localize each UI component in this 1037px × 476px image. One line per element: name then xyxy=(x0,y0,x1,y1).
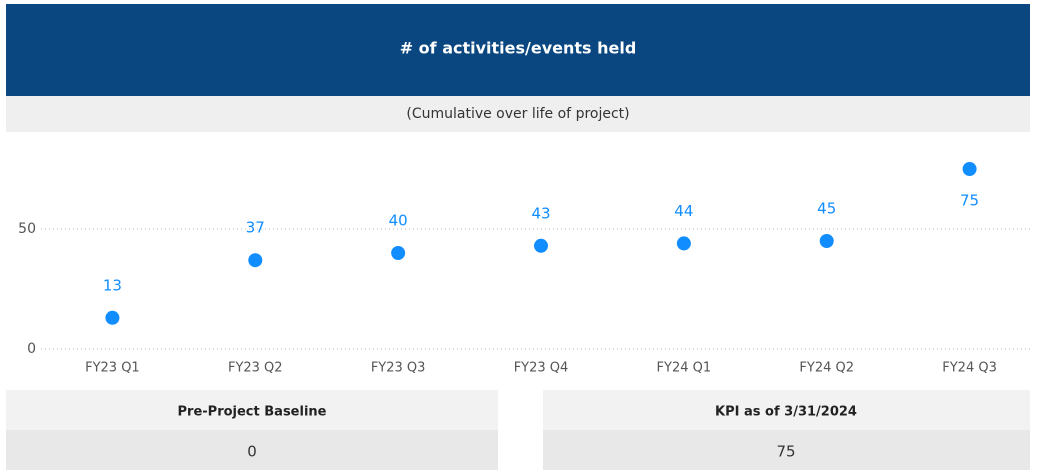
card-header xyxy=(6,390,498,430)
dot xyxy=(676,236,691,251)
data-label: 37 xyxy=(246,219,265,237)
card-title: KPI as of 3/31/2024 xyxy=(715,405,857,420)
header-band xyxy=(6,4,1030,96)
dot xyxy=(819,234,834,248)
card-value-band xyxy=(6,430,498,470)
card-value: 75 xyxy=(776,443,795,461)
x-tick-label: FY23 Q3 xyxy=(371,361,426,376)
dot xyxy=(248,253,263,268)
card-value: 0 xyxy=(247,443,257,461)
subtitle-band xyxy=(6,96,1030,132)
y-tick-label: 50 xyxy=(18,221,36,237)
x-tick-label: FY23 Q4 xyxy=(514,361,569,376)
data-label: 40 xyxy=(389,212,408,230)
data-label: 75 xyxy=(960,192,979,210)
card-value-band xyxy=(543,430,1030,470)
card-header xyxy=(543,390,1030,430)
data-label: 43 xyxy=(531,204,550,222)
y-tick-label: 0 xyxy=(27,341,36,357)
x-tick-label: FY23 Q1 xyxy=(85,361,140,376)
chart-subtitle: (Cumulative over life of project) xyxy=(406,106,629,122)
card-title: Pre-Project Baseline xyxy=(178,405,327,420)
dot xyxy=(105,310,120,325)
x-tick-label: FY24 Q1 xyxy=(657,361,712,376)
x-tick-label: FY24 Q2 xyxy=(799,361,854,376)
dot xyxy=(391,246,406,260)
x-tick-label: FY24 Q3 xyxy=(942,361,997,376)
dot xyxy=(962,162,977,176)
x-tick-label: FY23 Q2 xyxy=(228,361,283,376)
data-label: 44 xyxy=(674,202,693,220)
chart-title: # of activities/events held xyxy=(400,39,637,58)
data-label: 13 xyxy=(103,276,122,294)
data-label: 45 xyxy=(817,200,836,218)
dot xyxy=(534,238,548,253)
